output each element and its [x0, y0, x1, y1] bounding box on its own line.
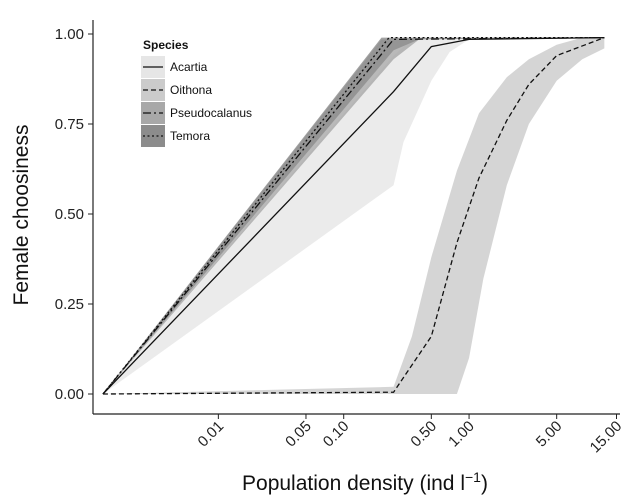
x-tick-label: 0.05	[282, 418, 315, 451]
ribbon-acartia	[102, 37, 605, 394]
ribbons	[102, 37, 605, 394]
legend-label-pseudocalanus: Pseudocalanus	[170, 106, 252, 120]
y-axis-ticks: 0.00 0.25 0.50 0.75 1.00	[55, 26, 93, 403]
legend-label-temora: Temora	[170, 129, 210, 143]
y-tick-label: 1.00	[55, 26, 84, 43]
x-tick-label: 0.10	[320, 418, 353, 451]
x-tick-label: 15.00	[587, 418, 626, 457]
x-axis-ticks: 0.01 0.05 0.10 0.50 1.00 5.00 15.00	[195, 414, 626, 457]
series-lines	[102, 36, 605, 395]
y-tick-label: 0.00	[55, 386, 84, 403]
x-tick-label: 1.00	[445, 418, 478, 451]
y-tick-label: 0.50	[55, 206, 84, 223]
line-oithona	[102, 36, 605, 395]
legend-key-pseudocalanus	[141, 102, 165, 124]
y-tick-label: 0.25	[55, 296, 84, 313]
legend-label-oithona: Oithona	[170, 83, 212, 97]
x-tick-label: 0.01	[195, 418, 228, 451]
y-tick-label: 0.75	[55, 116, 84, 133]
legend-label-acartia: Acartia	[170, 60, 208, 74]
legend-items: Acartia Oithona Pseudocalanus Temora	[141, 56, 252, 147]
x-tick-label: 5.00	[533, 418, 566, 451]
ribbon-oithona	[102, 37, 605, 394]
plot-area	[102, 36, 605, 395]
legend: Species Acartia Oithona Pseudocalanus Temor…	[141, 38, 252, 147]
x-tick-label: 0.50	[407, 418, 440, 451]
legend-title: Species	[143, 38, 189, 52]
y-axis-title: Female choosiness	[10, 125, 33, 306]
x-axis-title: Population density (ind l−1)	[242, 469, 488, 495]
line-pseudocalanus	[102, 36, 605, 395]
